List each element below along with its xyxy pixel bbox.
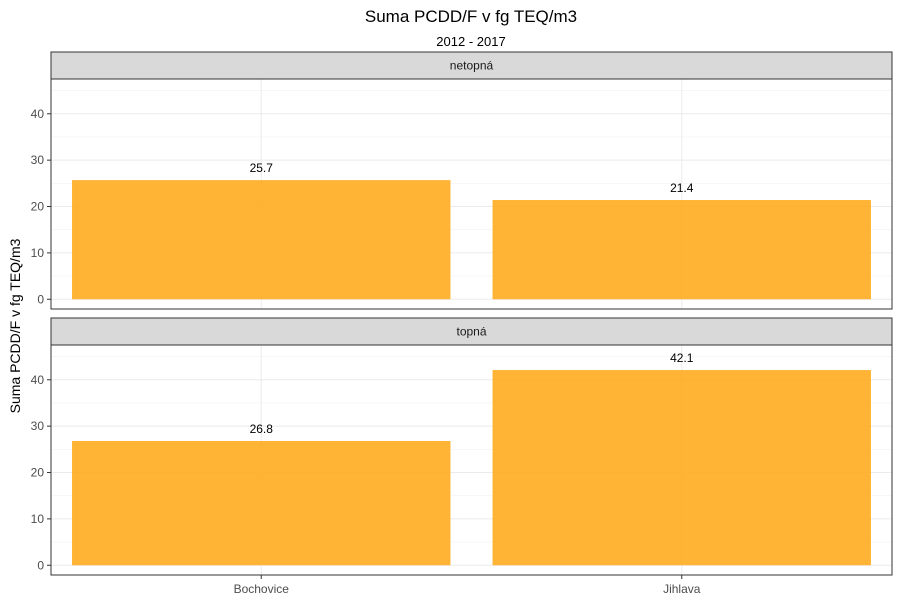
panel-border (50, 78, 893, 310)
y-tick-label: 30 (31, 153, 45, 167)
facet-panel: topná 26.8 42.1 0 10 20 30 40 (31, 317, 893, 576)
y-tick-label: 30 (31, 419, 45, 433)
y-tick-label: 0 (37, 292, 44, 306)
y-tick-label: 10 (31, 246, 45, 260)
chart-subtitle: 2012 - 2017 (436, 34, 505, 49)
panel-border (50, 344, 893, 576)
data-label: 42.1 (670, 351, 694, 365)
y-tick-label: 20 (31, 200, 45, 214)
data-label: 26.8 (250, 422, 274, 436)
y-tick-label: 10 (31, 512, 45, 526)
facet-panels: netopná 25.7 21.4 0 10 20 30 40 topná 26.8 42.1 0 10… (31, 51, 893, 576)
facet-strip (50, 51, 893, 80)
y-tick-label: 0 (37, 558, 44, 572)
facet-strip (50, 317, 893, 346)
x-tick-label: Jihlava (663, 582, 701, 596)
y-axis-label: Suma PCDD/F v fg TEQ/m3 (7, 238, 23, 413)
facet-strip-label: netopná (450, 59, 494, 73)
y-tick-label: 40 (31, 107, 45, 121)
x-tick-label: Bochovice (234, 582, 290, 596)
facet-panel: netopná 25.7 21.4 0 10 20 30 40 (31, 51, 893, 310)
x-axis: Bochovice Jihlava (234, 575, 701, 596)
y-tick-label: 40 (31, 373, 45, 387)
data-label: 21.4 (670, 181, 694, 195)
bar (492, 200, 871, 300)
chart-title: Suma PCDD/F v fg TEQ/m3 (365, 7, 577, 26)
bar (72, 440, 451, 566)
y-tick-label: 20 (31, 466, 45, 480)
bar (72, 180, 451, 300)
data-label: 25.7 (250, 161, 274, 175)
facet-strip-label: topná (456, 325, 486, 339)
bar (492, 370, 871, 566)
